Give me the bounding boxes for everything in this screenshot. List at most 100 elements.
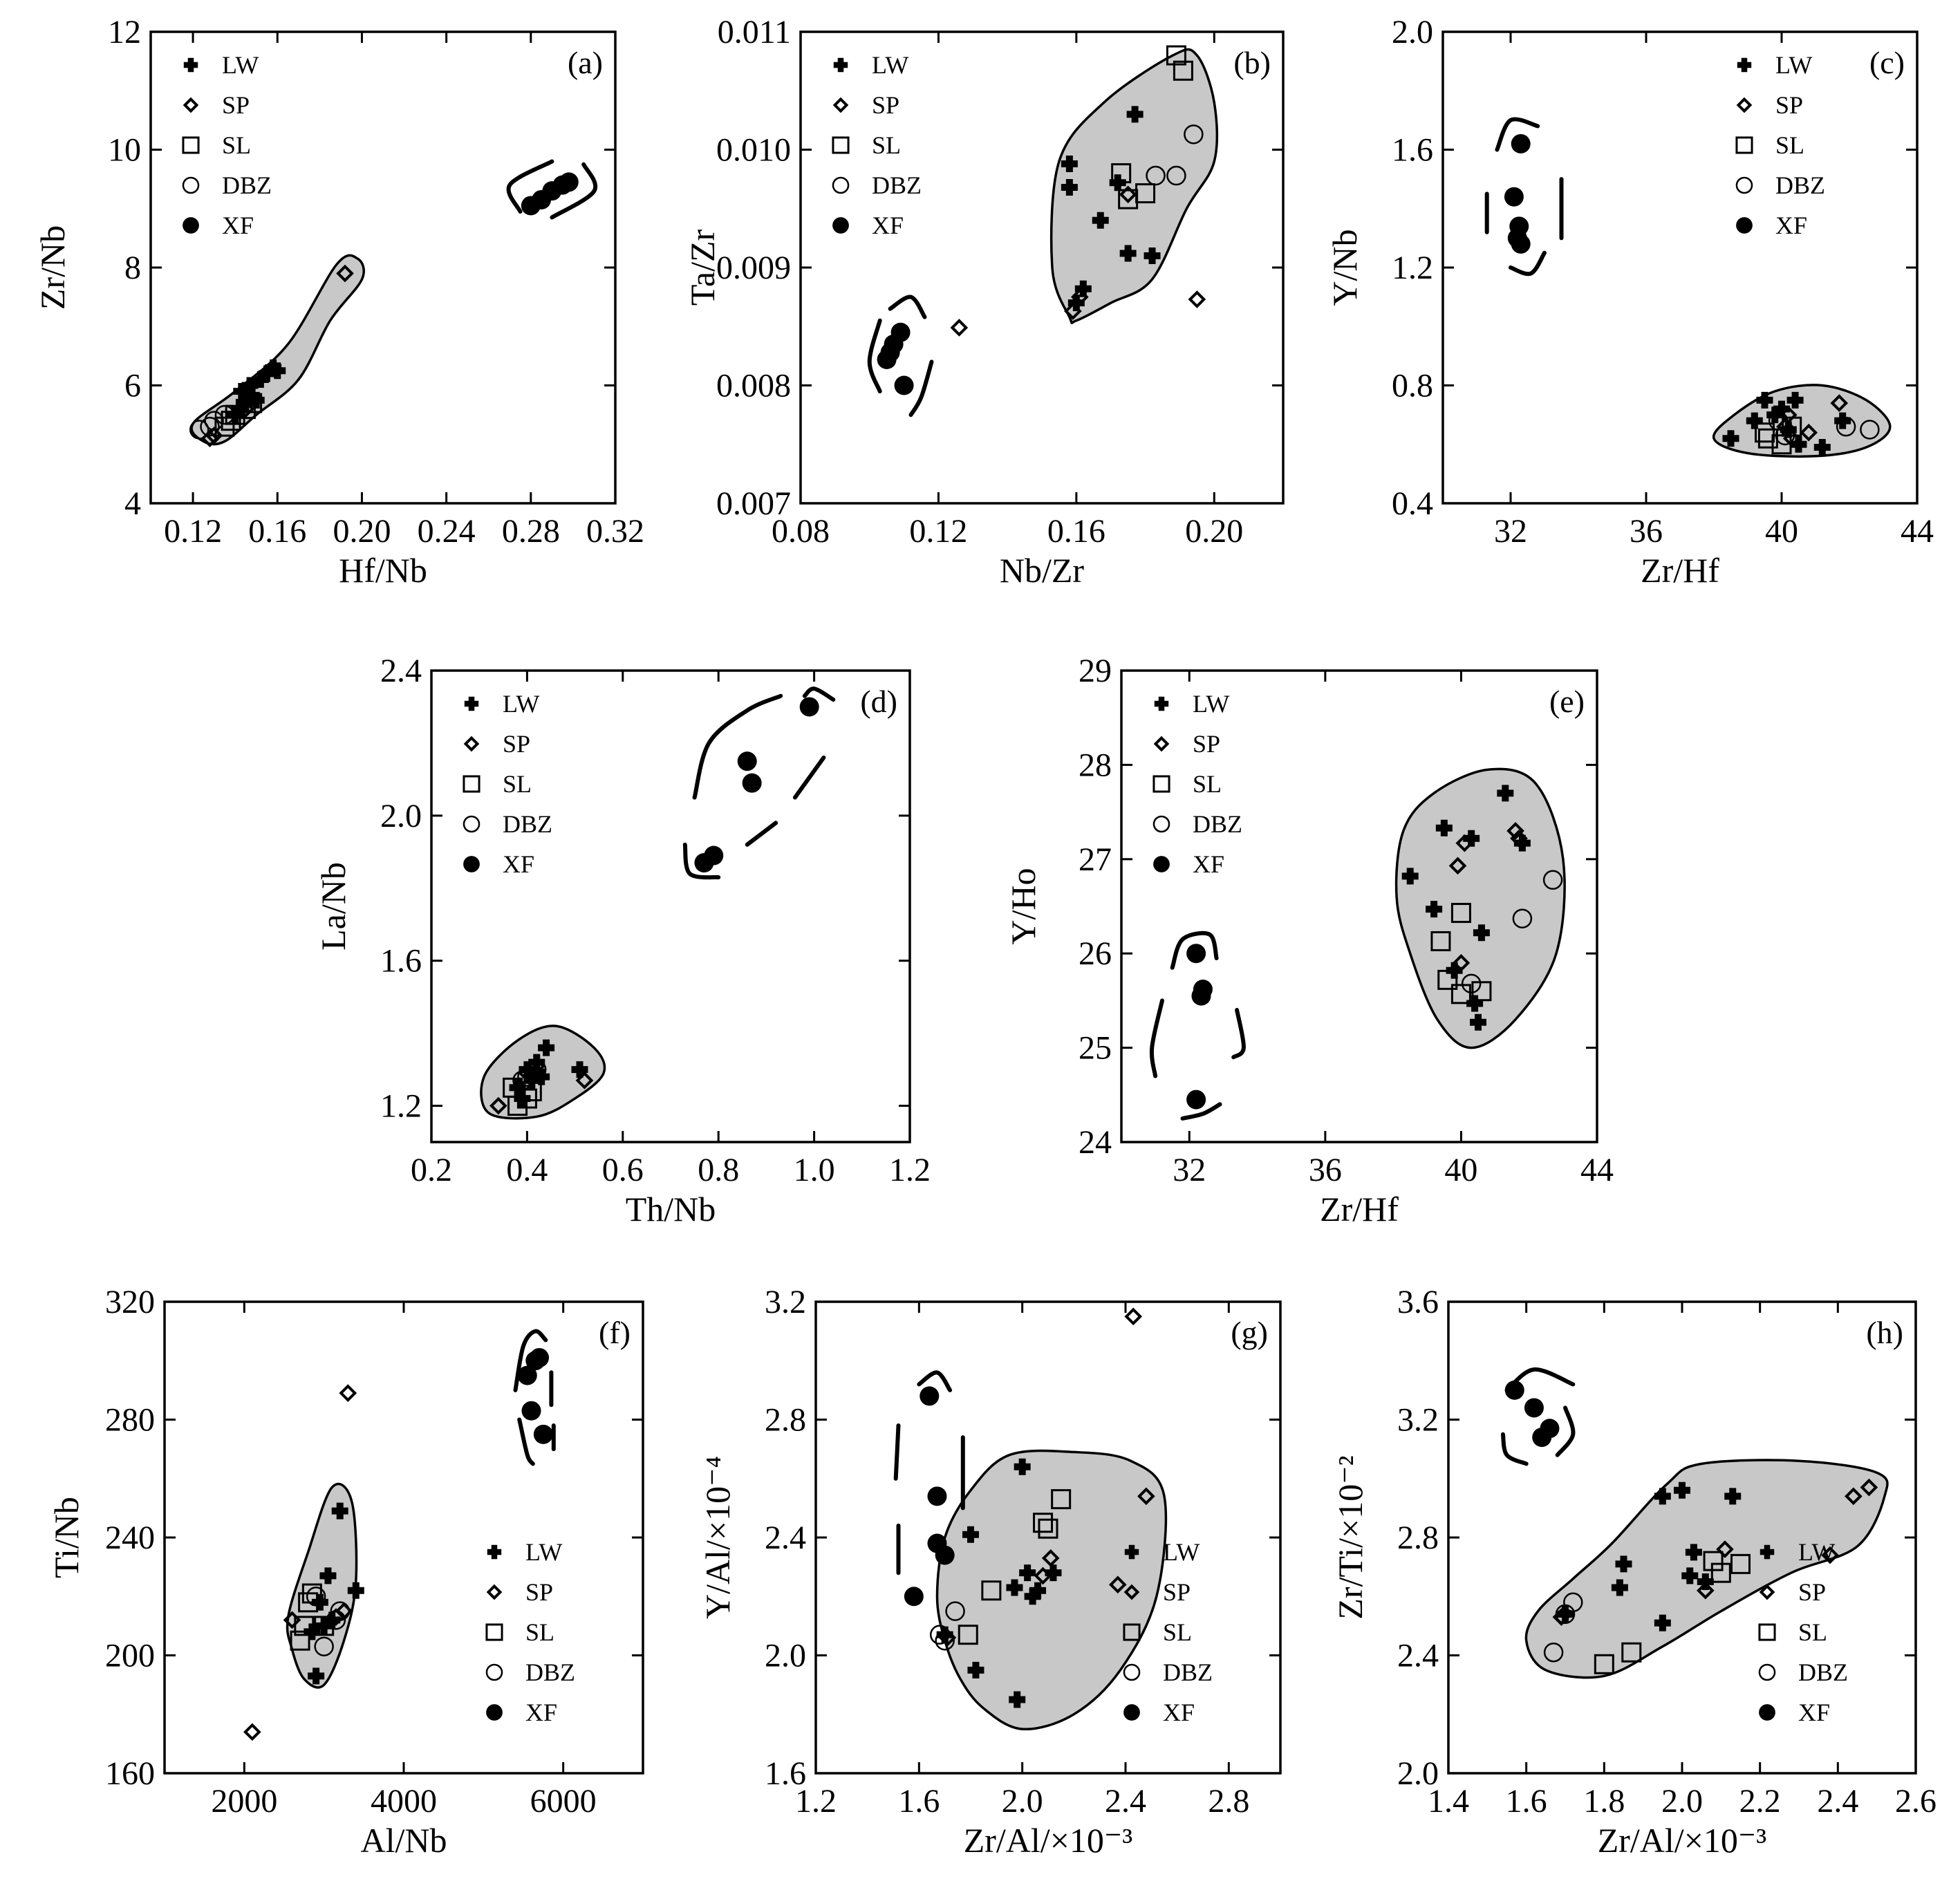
point-lw xyxy=(571,1061,588,1078)
x-tick-label: 0.08 xyxy=(772,513,830,550)
y-tick-label: 28 xyxy=(1079,747,1112,783)
point-lw xyxy=(308,1667,325,1685)
x-tick-label: 1.2 xyxy=(889,1152,931,1188)
legend-marker-sp xyxy=(463,736,480,752)
legend-marker-sp xyxy=(1153,736,1170,752)
point-xf xyxy=(1504,1380,1524,1400)
point-lw xyxy=(1466,995,1484,1012)
legend-marker-xf xyxy=(183,217,199,234)
legend: LW SP SL DBZ XF xyxy=(1152,690,1242,878)
dashed-enclosure xyxy=(682,842,721,880)
legend-marker-dbz xyxy=(1735,176,1753,194)
point-sl xyxy=(1437,969,1458,990)
legend-marker-xf xyxy=(832,217,849,234)
point-sp xyxy=(528,1057,546,1075)
x-tick-label: 1.0 xyxy=(794,1152,835,1188)
x-tick-label: 0.12 xyxy=(909,513,967,550)
legend-marker-xf xyxy=(1759,1704,1775,1721)
x-axis-title: Zr/Al/×10⁻³ xyxy=(1598,1821,1767,1860)
legend: LW SP SL DBZ XF xyxy=(832,51,922,239)
legend-label-sl: SL xyxy=(1193,770,1222,798)
x-axis-title: Th/Nb xyxy=(626,1190,716,1228)
series-sl xyxy=(1594,1551,1751,1674)
y-tick-label: 3.6 xyxy=(1397,1284,1439,1320)
legend-marker-dbz xyxy=(1152,815,1170,833)
panel-a: 0.12 0.16 0.20 0.24 0.28 0.32 4 6 8 10 12 Hf/Nb Zr/N… xyxy=(33,14,644,590)
point-lw xyxy=(227,406,244,424)
x-axis-title: Zr/Al/×10⁻³ xyxy=(964,1821,1133,1860)
x-tick-label: 2.4 xyxy=(1817,1783,1858,1820)
legend-marker-sp xyxy=(832,97,849,113)
x-tick-label: 0.16 xyxy=(1047,513,1105,550)
series-dbz xyxy=(1543,1592,1583,1663)
point-lw xyxy=(1024,1588,1041,1605)
point-dbz xyxy=(189,420,209,440)
legend-label-sl: SL xyxy=(1775,131,1804,159)
point-dbz xyxy=(200,416,220,437)
legend-label-lw: LW xyxy=(1163,1538,1200,1566)
dashed-enclosure xyxy=(888,295,927,319)
point-sl xyxy=(1710,1562,1731,1583)
point-xf xyxy=(1186,1090,1206,1110)
point-sl xyxy=(1033,1513,1054,1533)
y-axis-title: Ti/Nb xyxy=(47,1497,86,1578)
point-dbz xyxy=(935,1630,955,1651)
point-lw xyxy=(347,1582,364,1599)
series-dbz xyxy=(1461,870,1563,994)
legend-marker-xf xyxy=(1153,856,1170,872)
point-sp xyxy=(1779,406,1798,424)
point-sl xyxy=(958,1625,978,1645)
series-sl xyxy=(214,393,263,437)
legend-marker-xf xyxy=(463,856,480,872)
panel-e: 32 36 40 44 24 25 26 27 28 29 Zr/Hf Y/Ho (e) LW SP SL DB… xyxy=(1004,653,1614,1228)
point-lw xyxy=(1756,391,1773,409)
series-xf xyxy=(694,697,819,873)
point-dbz xyxy=(1543,1642,1564,1663)
point-xf xyxy=(533,1424,553,1444)
legend-marker-sl xyxy=(1152,775,1170,793)
point-dbz xyxy=(1836,416,1856,437)
point-sp xyxy=(1716,1540,1734,1558)
point-sl xyxy=(1621,1642,1642,1663)
dashed-enclosure xyxy=(1149,998,1164,1078)
point-xf xyxy=(890,322,911,342)
y-tick-label: 2.0 xyxy=(380,798,422,834)
y-tick-label: 12 xyxy=(108,14,141,50)
panel-tag: (d) xyxy=(860,684,897,719)
panel-h: 1.4 1.6 1.8 2.0 2.2 2.4 2.6 2.0 2.4 2.8 3.2 3.6 Zr/A… xyxy=(1331,1284,1936,1860)
series-sl xyxy=(290,1583,335,1651)
point-lw xyxy=(1144,247,1161,264)
point-xf xyxy=(1186,944,1206,964)
shaded-field xyxy=(935,1449,1168,1730)
y-tick-label: 2.0 xyxy=(1397,1755,1439,1792)
series-dbz xyxy=(189,404,235,440)
point-lw xyxy=(1019,1564,1036,1582)
point-lw xyxy=(1834,412,1851,429)
legend-marker-lw xyxy=(1760,1544,1775,1560)
y-tick-label: 240 xyxy=(105,1520,155,1556)
y-tick-label: 25 xyxy=(1079,1030,1112,1067)
y-tick-label: 2.4 xyxy=(765,1520,806,1556)
point-dbz xyxy=(1184,124,1204,144)
point-lw xyxy=(252,371,269,388)
point-sp xyxy=(1108,1576,1127,1594)
y-axis-title: Y/Ho xyxy=(1004,868,1043,944)
legend-label-xf: XF xyxy=(503,850,534,878)
panel-tag: (g) xyxy=(1231,1315,1268,1350)
point-dbz xyxy=(526,1059,547,1080)
legend: LW SP SL DBZ XF xyxy=(463,690,552,878)
y-tick-label: 1.6 xyxy=(765,1755,806,1792)
y-tick-label: 6 xyxy=(124,368,141,404)
y-axis-title: Zr/Ti/×10⁻² xyxy=(1331,1455,1370,1619)
y-tick-label: 0.009 xyxy=(716,250,791,286)
x-axis-title: Zr/Hf xyxy=(1641,551,1719,590)
dashed-enclosure xyxy=(692,693,783,800)
legend-label-sp: SP xyxy=(503,730,530,758)
legend-marker-sl xyxy=(182,136,200,154)
plot-frame xyxy=(163,1300,644,1775)
point-xf xyxy=(935,1545,955,1565)
point-sp xyxy=(1188,290,1206,308)
point-sl xyxy=(1471,981,1492,1002)
series-sl xyxy=(1430,903,1492,1004)
shaded-field xyxy=(1524,1459,1889,1679)
